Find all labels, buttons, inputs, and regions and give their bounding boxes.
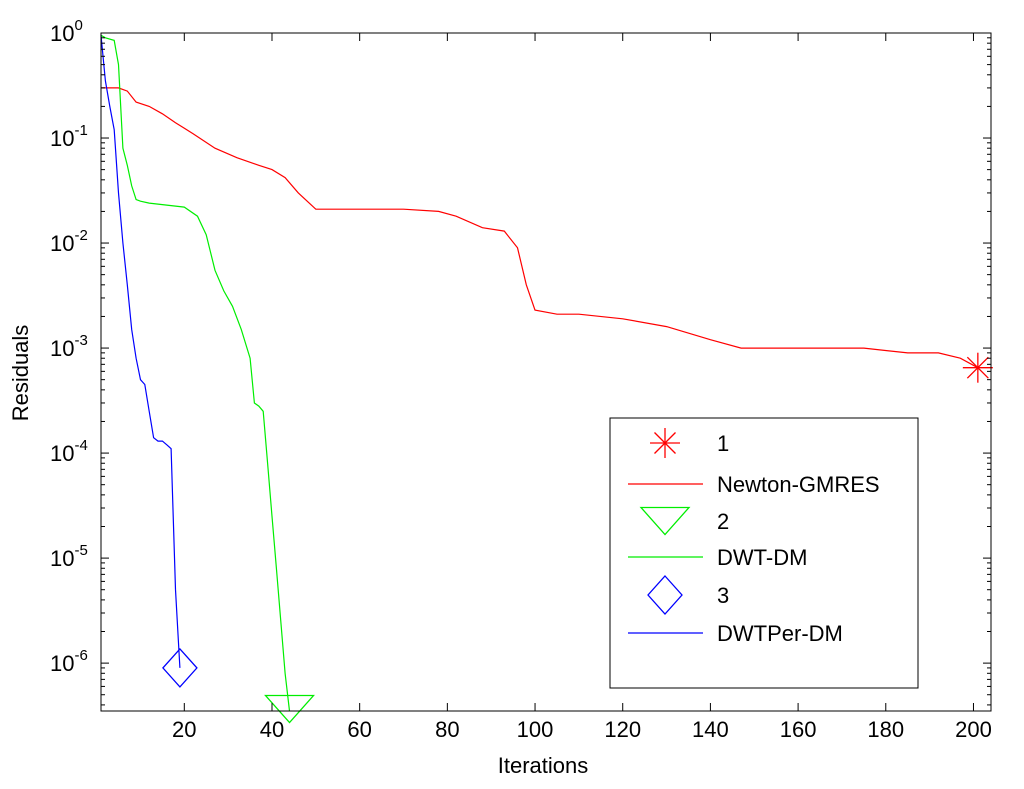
legend: 1 Newton-GMRES 2 DWT-DM 3 DWTPer-DM bbox=[609, 417, 919, 689]
x-axis-title: Iterations bbox=[498, 753, 589, 778]
y-tick-base: 10 bbox=[50, 651, 74, 676]
series-line-Newton-GMRES bbox=[101, 87, 979, 369]
legend-marker-0 bbox=[650, 428, 680, 458]
legend-label-5: DWTPer-DM bbox=[717, 621, 843, 646]
y-tick-label-0: 100 bbox=[50, 17, 83, 46]
y-tick-exponent: -2 bbox=[74, 227, 87, 244]
y-tick-exponent: -4 bbox=[74, 437, 87, 454]
legend-box bbox=[609, 417, 919, 689]
series-end-marker-Newton-GMRES bbox=[962, 352, 993, 383]
y-tick-label-6: 10-6 bbox=[50, 647, 88, 676]
plot-area bbox=[100, 34, 993, 724]
y-tick-exponent: -1 bbox=[74, 122, 87, 139]
x-tick-label-80: 80 bbox=[435, 717, 459, 742]
x-tick-label-120: 120 bbox=[604, 717, 641, 742]
series-end-marker-DWTPer-DM bbox=[162, 647, 198, 688]
y-tick-label-2: 10-2 bbox=[50, 227, 88, 256]
x-tick-label-160: 160 bbox=[780, 717, 817, 742]
y-tick-exponent: -5 bbox=[74, 542, 87, 559]
legend-label-3: DWT-DM bbox=[717, 545, 807, 570]
y-tick-label-1: 10-1 bbox=[50, 122, 88, 151]
series-end-marker-DWT-DM bbox=[264, 694, 315, 724]
legend-label-2: 2 bbox=[717, 509, 729, 534]
x-tick-label-180: 180 bbox=[867, 717, 904, 742]
axes: 20 40 60 80 100 120 140 160 180 20010010-110-210-… bbox=[50, 17, 992, 742]
y-tick-base: 10 bbox=[50, 126, 74, 151]
y-tick-exponent: -3 bbox=[74, 332, 87, 349]
y-tick-exponent: 0 bbox=[74, 17, 82, 34]
y-tick-base: 10 bbox=[50, 21, 74, 46]
series-line-DWT-DM bbox=[100, 34, 291, 712]
y-tick-base: 10 bbox=[50, 441, 74, 466]
x-tick-label-200: 200 bbox=[955, 717, 992, 742]
plot-frame bbox=[100, 32, 992, 712]
y-tick-base: 10 bbox=[50, 231, 74, 256]
y-tick-label-3: 10-3 bbox=[50, 332, 88, 361]
x-tick-label-140: 140 bbox=[692, 717, 729, 742]
x-tick-label-40: 40 bbox=[260, 717, 284, 742]
series-end-marker-Newton-GMRES-stroke-3 bbox=[966, 356, 989, 379]
y-tick-label-4: 10-4 bbox=[50, 437, 88, 466]
y-tick-base: 10 bbox=[50, 336, 74, 361]
legend-label-4: 3 bbox=[717, 583, 729, 608]
y-axis-title: Residuals bbox=[8, 325, 33, 422]
y-tick-base: 10 bbox=[50, 546, 74, 571]
y-tick-label-5: 10-5 bbox=[50, 542, 88, 571]
x-tick-label-60: 60 bbox=[347, 717, 371, 742]
x-tick-label-20: 20 bbox=[172, 717, 196, 742]
x-tick-label-100: 100 bbox=[517, 717, 554, 742]
y-tick-exponent: -6 bbox=[74, 647, 87, 664]
legend-marker-0-stroke-3 bbox=[654, 432, 676, 454]
series-line-DWTPer-DM bbox=[100, 35, 181, 668]
legend-label-0: 1 bbox=[717, 431, 729, 456]
legend-marker-4 bbox=[647, 575, 683, 615]
legend-label-1: Newton-GMRES bbox=[717, 472, 880, 497]
legend-marker-2 bbox=[639, 506, 691, 536]
